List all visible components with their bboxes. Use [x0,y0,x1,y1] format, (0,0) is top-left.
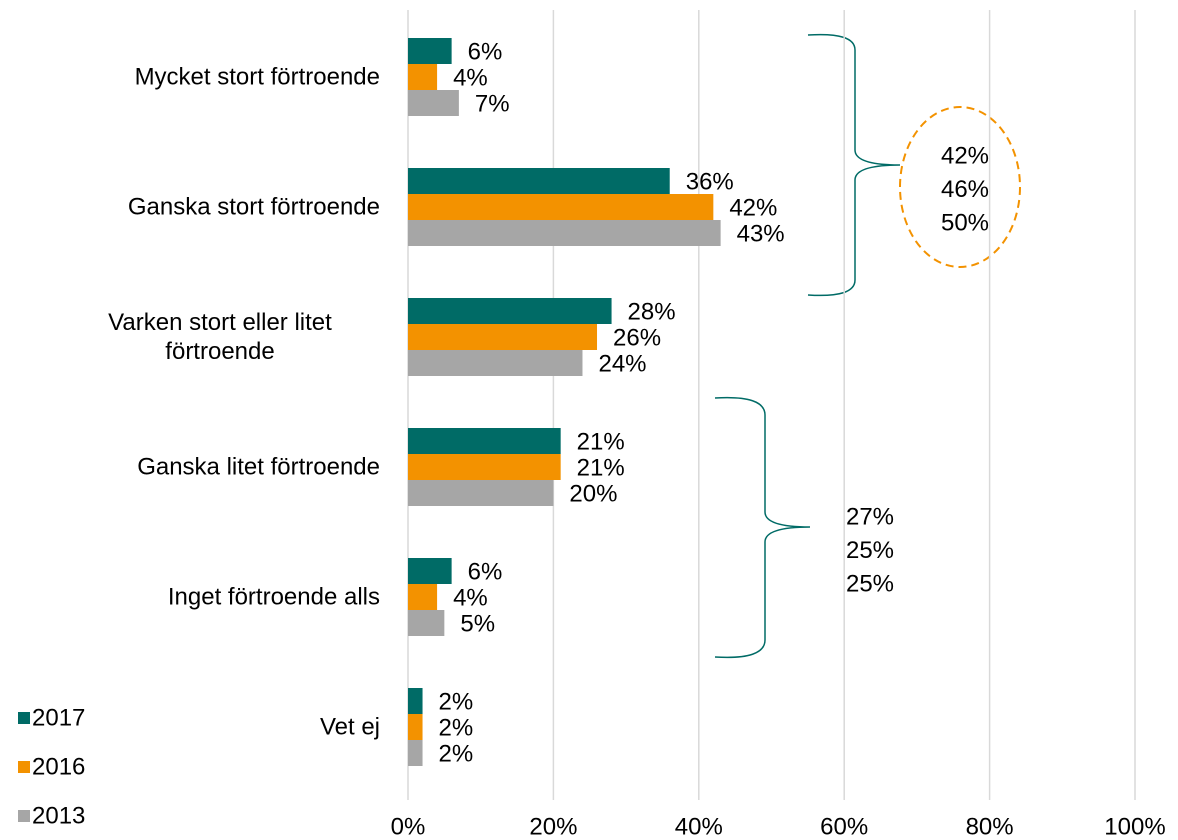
y-tick-label: Varken stort eller litet förtroende [60,308,380,366]
bar [408,220,721,246]
y-tick-label: Ganska stort förtroende [128,193,380,222]
highlight-ellipse [899,106,1021,268]
category-text: Varken stort eller litet förtroende [108,309,332,365]
bar [408,90,459,116]
value-label: 21% [577,428,625,455]
annotation: 50% [941,209,989,236]
legend-swatch [18,810,30,822]
annotation: 25% [846,537,894,564]
bar [408,584,438,610]
annotation: 46% [941,176,989,203]
value-label: 6% [468,38,503,65]
bar [408,324,598,350]
bar [408,688,423,714]
category-text: Inget förtroende alls [167,583,380,611]
x-tick-label: 40% [675,813,723,840]
x-tick-label: 20% [529,813,577,840]
bracket [714,396,811,659]
x-tick-label: 0% [391,813,426,840]
value-label: 28% [628,298,676,325]
legend-swatch [18,712,30,724]
legend-swatch [18,761,30,773]
bar [408,168,670,194]
annotation: 42% [941,142,989,169]
category-text: Ganska litet förtroende [137,453,380,481]
value-label: 2% [439,688,474,715]
y-tick-label: Mycket stort förtroende [135,63,380,92]
y-tick-label: Inget förtroende alls [168,583,380,612]
category-text: Ganska stort förtroende [127,193,380,221]
category-text: Mycket stort förtroende [134,63,380,91]
value-label: 5% [460,610,495,637]
bar [408,38,452,64]
bar [408,454,561,480]
x-tick-label: 60% [820,813,868,840]
value-label: 7% [475,90,510,117]
value-label: 2% [439,740,474,767]
bar [408,714,423,740]
annotation: 27% [846,503,894,530]
bar [408,298,612,324]
bar [408,558,452,584]
x-tick-label: 100% [1104,813,1165,840]
y-tick-label: Ganska litet förtroende [137,453,380,482]
category-text: Vet ej [319,713,380,741]
value-label: 4% [453,584,488,611]
value-label: 6% [468,558,503,585]
value-label: 24% [598,350,646,377]
value-label: 26% [613,324,661,351]
y-tick-label: Vet ej [320,713,380,742]
bracket [807,33,901,297]
value-label: 2% [439,714,474,741]
bar [408,740,423,766]
value-label: 4% [453,64,488,91]
value-label: 21% [577,454,625,481]
bar [408,350,583,376]
bar [408,428,561,454]
value-label: 43% [737,220,785,247]
value-label: 42% [729,194,777,221]
value-label: 20% [569,480,617,507]
value-label: 36% [686,168,734,195]
bar [408,64,438,90]
legend-label: 2013 [32,802,85,829]
legend-label: 2017 [32,704,85,731]
bar [408,610,445,636]
bar [408,480,554,506]
annotation: 25% [846,570,894,597]
legend-label: 2016 [32,753,85,780]
bar [408,194,714,220]
x-tick-label: 80% [966,813,1014,840]
